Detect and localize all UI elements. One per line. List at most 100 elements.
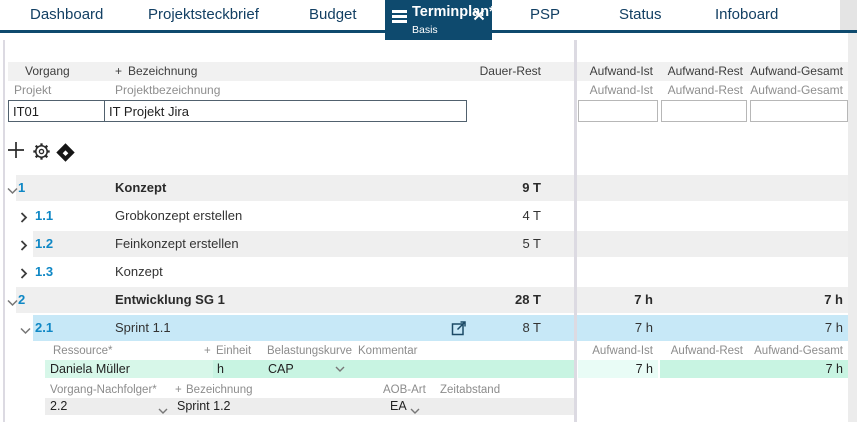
project-name-field[interactable] [104,100,467,122]
dropdown-chevron-icon[interactable] [410,403,420,420]
collapse-chevron-icon[interactable] [7,295,18,310]
task-dauer-rest: 5 T [522,236,541,251]
tabbar-corner [840,0,857,30]
task-name: Sprint 1.1 [115,320,171,335]
tab-budget[interactable]: Budget [309,6,357,23]
tab-psp[interactable]: PSP [530,6,561,23]
task-row-1-3[interactable]: 1.3 Konzept [0,259,857,285]
task-dauer-rest: 8 T [522,320,541,335]
close-tab-icon[interactable] [473,8,485,21]
tab-status[interactable]: Status [619,6,662,23]
task-name: Feinkonzept erstellen [115,236,239,251]
expand-chevron-icon[interactable] [20,267,28,282]
project-aufwand-ist-field[interactable] [578,100,658,122]
subheader-aufwand-rest: Aufwand-Rest [667,83,743,97]
task-name: Konzept [115,264,163,279]
col-header-res-aufwand-ist: Aufwand-Ist [592,345,653,357]
task-number: 2 [18,292,26,307]
menu-icon[interactable] [392,10,407,25]
resource-belastungskurve-select[interactable]: CAP [268,362,294,376]
tab-bar: Dashboard Projektsteckbrief Budget PSP S… [0,0,857,40]
grid-header-row: Vorgang + Bezeichnung Dauer-Rest Aufwand… [0,62,857,81]
project-aufwand-rest-field[interactable] [661,100,747,122]
col-header-dauer-rest: Dauer-Rest [479,64,541,78]
settings-gear-icon[interactable] [32,142,51,166]
tab-terminplan-label: Terminplan* [412,4,495,20]
task-aufwand-ist: 7 h [634,292,653,307]
task-number: 1 [18,180,26,195]
col-header-vorgang-nachfolger: Vorgang-Nachfolger* [50,384,157,396]
resource-aufwand-ist-cell[interactable]: 7 h [635,362,653,376]
task-name: Grobkonzept erstellen [115,208,243,223]
col-header-zeitabstand: Zeitabstand [440,384,501,396]
task-number: 1.2 [35,236,54,251]
grid-subheader-row: Projekt Projektbezeichnung Aufwand-Ist A… [0,81,857,100]
tab-terminplan-sublabel: Basis [412,24,438,36]
task-number: 1.3 [35,264,54,279]
task-name: Konzept [115,180,167,195]
collapse-chevron-icon[interactable] [20,323,31,338]
collapse-chevron-icon[interactable] [7,183,18,198]
successor-header-row: Vorgang-Nachfolger* + Bezeichnung AOB-Ar… [0,382,857,398]
project-id-field[interactable] [8,100,105,122]
resource-einheit-cell[interactable]: h [217,362,224,376]
subheader-aufwand-ist: Aufwand-Ist [589,83,653,97]
task-aufwand-gesamt: 7 h [824,292,843,307]
task-number: 2.1 [35,320,54,335]
tab-dashboard[interactable]: Dashboard [30,6,104,23]
add-resource-column-icon[interactable]: + [204,345,211,357]
col-header-einheit: Einheit [216,345,252,357]
task-row-1[interactable]: 1 Konzept 9 T [0,175,857,201]
col-header-belastungskurve: Belastungskurve [267,345,353,357]
successor-row[interactable]: 2.2 Sprint 1.2 EA [0,398,857,415]
tab-terminplan[interactable]: Terminplan* Basis [385,0,495,40]
task-row-2[interactable]: 2 Entwicklung SG 1 28 T 7 h 7 h [0,287,857,313]
tab-projektsteckbrief[interactable]: Projektsteckbrief [148,6,259,23]
col-header-res-aufwand-gesamt: Aufwand-Gesamt [754,345,843,357]
successor-task-select[interactable]: 2.2 [50,399,68,413]
subheader-projekt: Projekt [14,83,52,97]
grid-toolbar [0,140,200,168]
col-header-nf-bezeichnung: Bezeichnung [186,384,253,396]
expand-chevron-icon[interactable] [20,239,28,254]
resource-name-cell[interactable]: Daniela Müller [50,362,130,376]
add-column-icon[interactable]: + [115,64,123,78]
grid-left-border [3,40,5,422]
col-header-aob-art: AOB-Art [383,384,426,396]
add-successor-column-icon[interactable]: + [175,384,182,396]
task-aufwand-ist: 7 h [634,320,653,335]
panel-divider [574,40,577,422]
col-header-aufwand-rest: Aufwand-Rest [667,64,743,78]
resource-header-row: Ressource* + Einheit Belastungskurve Kom… [0,343,857,359]
dropdown-chevron-icon[interactable] [335,360,345,378]
col-header-vorgang: Vorgang [25,64,70,78]
task-row-2-1-selected[interactable]: 2.1 Sprint 1.1 8 T 7 h 7 h [0,315,857,341]
col-header-kommentar: Kommentar [358,345,418,357]
task-row-1-1[interactable]: 1.1 Grobkonzept erstellen 4 T [0,203,857,229]
open-external-icon[interactable] [450,319,468,340]
vertical-scrollbar[interactable] [848,33,857,422]
col-header-ressource: Ressource* [53,345,113,357]
tab-infoboard[interactable]: Infoboard [715,6,779,23]
col-header-aufwand-gesamt: Aufwand-Gesamt [750,64,843,78]
col-header-bezeichnung: Bezeichnung [128,64,198,78]
task-number: 1.1 [35,208,54,223]
dropdown-chevron-icon[interactable] [158,403,168,420]
resource-row[interactable]: Daniela Müller h CAP 7 h 7 h [0,360,857,378]
resource-aufwand-gesamt-cell[interactable]: 7 h [825,362,843,376]
task-aufwand-gesamt: 7 h [824,320,843,335]
expand-chevron-icon[interactable] [20,211,28,226]
task-dauer-rest: 28 T [514,292,541,307]
project-aufwand-gesamt-field[interactable] [750,100,848,122]
task-name: Entwicklung SG 1 [115,292,225,307]
col-header-res-aufwand-rest: Aufwand-Rest [670,345,743,357]
task-dauer-rest: 9 T [522,180,541,195]
add-row-icon[interactable] [6,140,26,165]
successor-aob-art-select[interactable]: EA [390,399,407,413]
successor-bezeichnung-cell: Sprint 1.2 [177,399,231,413]
task-dauer-rest: 4 T [522,208,541,223]
task-row-1-2[interactable]: 1.2 Feinkonzept erstellen 5 T [0,231,857,257]
subheader-projektbezeichnung: Projektbezeichnung [115,83,221,97]
milestone-diamond-icon[interactable] [56,143,75,162]
